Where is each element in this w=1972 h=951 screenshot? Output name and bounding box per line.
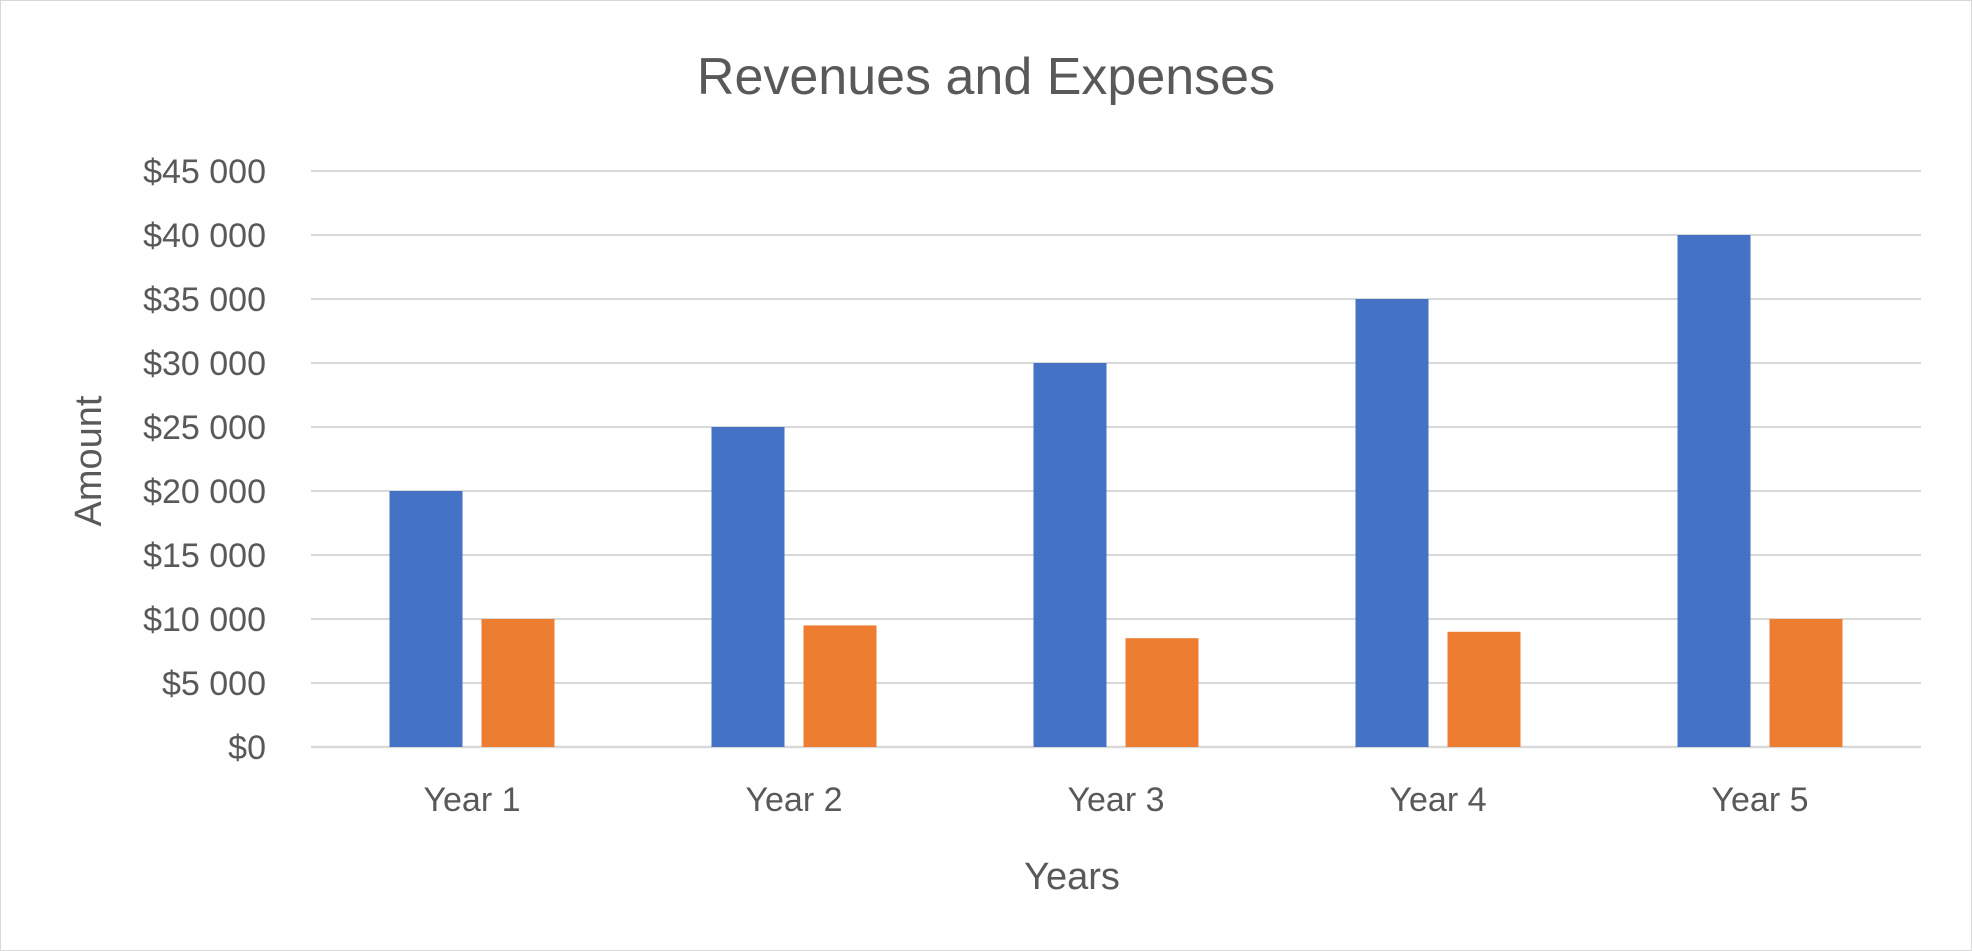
bar-series-2	[803, 625, 877, 747]
bar-series-1	[711, 427, 785, 747]
bar-series-1	[1677, 235, 1751, 747]
gridlines	[311, 170, 1921, 749]
bar-series-2	[481, 619, 555, 747]
x-axis-tick-labels: Year 1 Year 2 Year 3 Year 4 Year 5	[423, 781, 1808, 819]
y-tick-label: $5 000	[162, 665, 266, 703]
y-tick-label: $0	[228, 729, 266, 767]
x-tick-label: Year 2	[745, 781, 842, 819]
y-axis-title: Amount	[68, 395, 110, 526]
bar-series-1	[1033, 363, 1107, 747]
y-tick-label: $30 000	[143, 345, 266, 383]
y-tick-label: $15 000	[143, 537, 266, 575]
y-tick-label: $35 000	[143, 281, 266, 319]
x-tick-label: Year 3	[1067, 781, 1164, 819]
chart-title: Revenues and Expenses	[697, 48, 1275, 106]
y-tick-label: $20 000	[143, 473, 266, 511]
x-tick-label: Year 5	[1711, 781, 1808, 819]
y-tick-label: $25 000	[143, 409, 266, 447]
bar-series-2	[1769, 619, 1843, 747]
y-tick-label: $40 000	[143, 217, 266, 255]
bar-series-1	[389, 491, 463, 747]
y-axis-tick-labels: $0 $5 000 $10 000 $15 000 $20 000 $25 000 $30 …	[143, 153, 266, 767]
x-axis-title: Years	[1024, 856, 1120, 898]
bars	[389, 235, 1843, 747]
x-tick-label: Year 1	[423, 781, 520, 819]
bar-series-2	[1447, 631, 1521, 747]
y-tick-label: $45 000	[143, 153, 266, 191]
bar-series-2	[1125, 638, 1199, 747]
y-tick-label: $10 000	[143, 601, 266, 639]
x-tick-label: Year 4	[1389, 781, 1486, 819]
bar-series-1	[1355, 299, 1429, 747]
